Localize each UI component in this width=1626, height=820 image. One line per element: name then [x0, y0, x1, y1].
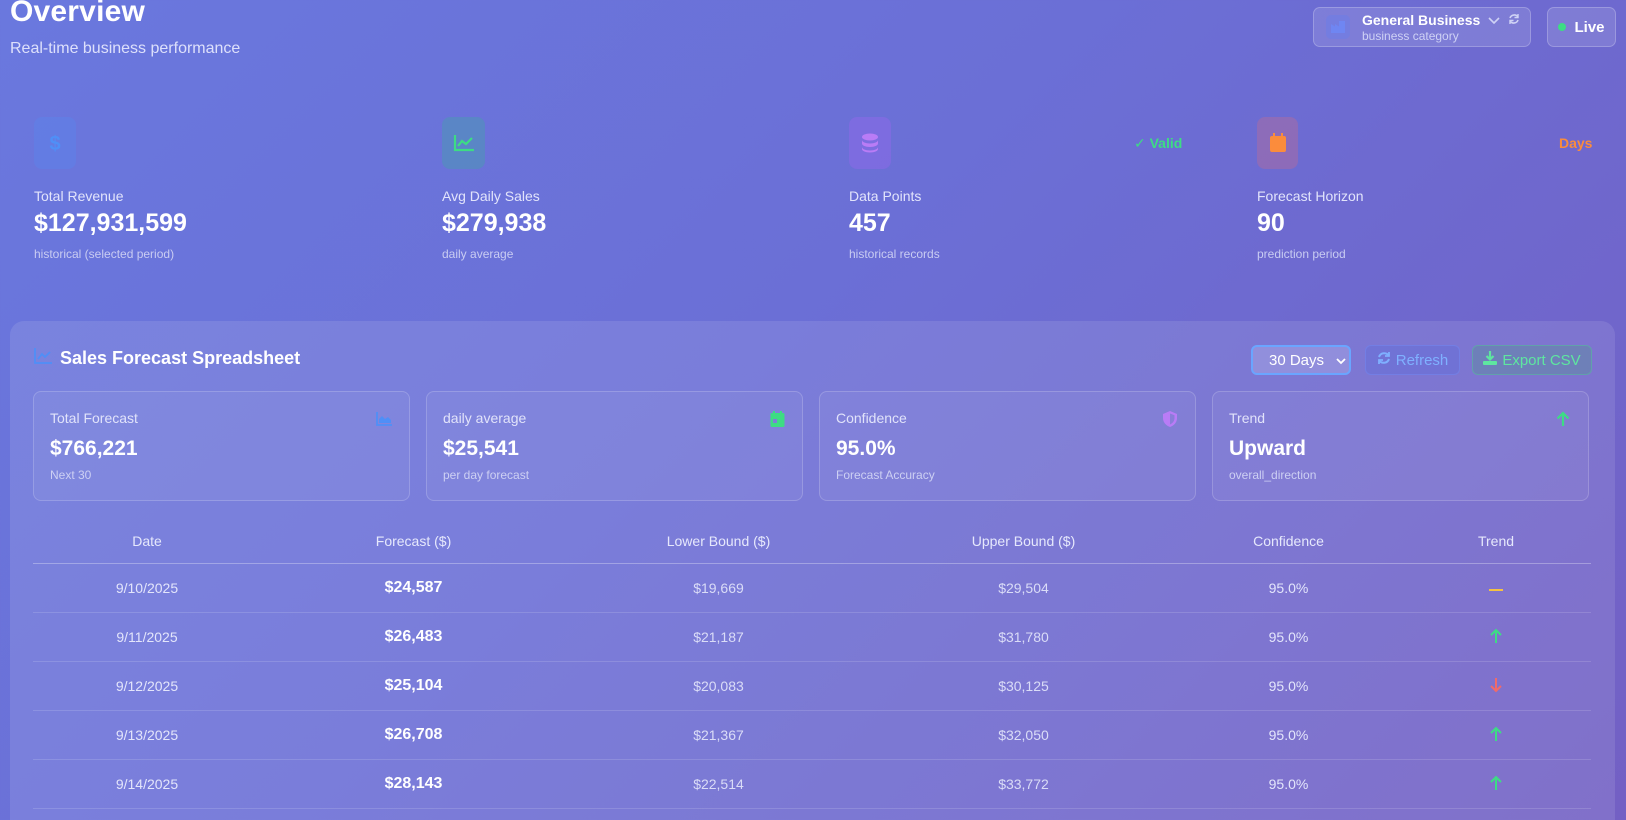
business-category-selector[interactable]: General Business business category: [1313, 7, 1531, 47]
business-name: General Business: [1362, 11, 1481, 28]
panel-title: Sales Forecast Spreadsheet: [34, 348, 300, 369]
col-trend[interactable]: Trend: [1477, 533, 1515, 549]
refresh-icon[interactable]: [1508, 12, 1520, 28]
table-row[interactable]: 9/12/2025 $25,104 $20,083 $30,125 95.0%: [33, 662, 1591, 711]
business-sub: business category: [1362, 28, 1459, 43]
live-status-button[interactable]: Live: [1547, 7, 1616, 47]
arrow-down-icon: [1488, 677, 1504, 693]
chevron-down-icon: [1336, 352, 1346, 369]
export-csv-button[interactable]: Export CSV: [1472, 345, 1592, 375]
col-upper-bound[interactable]: Upper Bound ($): [971, 533, 1076, 549]
line-chart-icon: [34, 348, 52, 369]
stat-data-points: ✓ Valid Data Points 457 historical recor…: [849, 117, 1229, 267]
stat-avg-daily-sales: Avg Daily Sales $279,938 daily average: [442, 117, 822, 267]
table-row[interactable]: 9/10/2025 $24,587 $19,669 $29,504 95.0%: [33, 564, 1591, 613]
valid-badge: ✓ Valid: [1134, 135, 1183, 151]
live-dot-icon: [1558, 23, 1567, 31]
col-date[interactable]: Date: [132, 533, 162, 549]
database-icon: [849, 117, 891, 169]
col-lower-bound[interactable]: Lower Bound ($): [666, 533, 771, 549]
arrow-up-icon: [1488, 775, 1504, 791]
calendar-icon: [1257, 117, 1298, 169]
forecast-table: Date Forecast ($) Lower Bound ($) Upper …: [33, 519, 1591, 809]
page-title: Overview: [10, 0, 146, 28]
table-header: Date Forecast ($) Lower Bound ($) Upper …: [33, 519, 1591, 564]
forecast-panel: Sales Forecast Spreadsheet 30 Days Refre…: [10, 321, 1615, 820]
summary-confidence: Confidence 95.0% Forecast Accuracy: [819, 391, 1196, 501]
arrow-up-icon: [1554, 410, 1572, 428]
refresh-button[interactable]: Refresh: [1365, 345, 1460, 375]
page-subtitle: Real-time business performance: [10, 40, 241, 57]
industry-icon: [1326, 15, 1350, 39]
table-row[interactable]: 9/11/2025 $26,483 $21,187 $31,780 95.0%: [33, 613, 1591, 662]
col-forecast[interactable]: Forecast ($): [375, 533, 452, 549]
minus-icon: [1488, 582, 1504, 598]
dollar-icon: $: [34, 117, 76, 169]
line-chart-icon: [442, 117, 485, 169]
chevron-down-icon: [1488, 12, 1500, 28]
table-row[interactable]: 9/13/2025 $26,708 $21,367 $32,050 95.0%: [33, 711, 1591, 760]
area-chart-icon: [375, 410, 393, 428]
stat-total-revenue: $ Total Revenue $127,931,599 historical …: [34, 117, 414, 267]
page-header: Overview Real-time business performance: [10, 0, 240, 58]
live-label: Live: [1574, 18, 1605, 36]
refresh-icon: [1377, 351, 1391, 369]
summary-total-forecast: Total Forecast $766,221 Next 30: [33, 391, 410, 501]
summary-daily-average: daily average $25,541 per day forecast: [426, 391, 803, 501]
summary-trend: Trend Upward overall_direction: [1212, 391, 1589, 501]
stat-forecast-horizon: Days Forecast Horizon 90 prediction peri…: [1257, 117, 1626, 267]
download-icon: [1483, 351, 1498, 369]
table-row[interactable]: 9/14/2025 $28,143 $22,514 $33,772 95.0%: [33, 760, 1591, 809]
svg-text:$: $: [49, 133, 60, 154]
col-confidence[interactable]: Confidence: [1253, 533, 1324, 549]
range-select[interactable]: 30 Days: [1251, 345, 1351, 375]
shield-icon: [1161, 410, 1179, 428]
arrow-up-icon: [1488, 628, 1504, 644]
arrow-up-icon: [1488, 726, 1504, 742]
days-badge: Days: [1559, 135, 1593, 151]
calendar-icon: [768, 410, 786, 428]
